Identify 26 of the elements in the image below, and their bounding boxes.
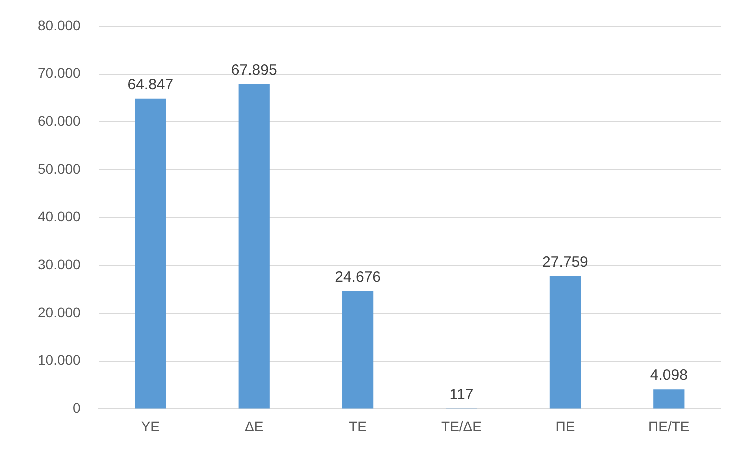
data-label: 64.847: [128, 76, 174, 94]
bar: [342, 291, 374, 409]
bar: [654, 390, 685, 409]
bar: [135, 98, 166, 409]
data-label: 24.676: [335, 268, 382, 286]
y-tick-label: 50.000: [38, 160, 82, 177]
x-tick-label: ΤΕ: [349, 418, 368, 434]
bar: [238, 84, 270, 409]
x-tick-label: ΤΕ/ΔΕ: [442, 418, 482, 434]
y-tick-label: 70.000: [38, 65, 82, 82]
y-tick-label: 80.000: [38, 17, 82, 34]
x-tick-label: ΠΕ: [556, 418, 576, 434]
bar: [550, 276, 582, 409]
y-tick-label: 40.000: [38, 208, 82, 225]
x-tick-label: ΠΕ/ΤΕ: [648, 418, 690, 434]
x-tick-label: ΥΕ: [141, 418, 160, 434]
data-label: 4.098: [650, 367, 688, 384]
data-label: 27.759: [542, 254, 588, 272]
x-tick-label: ΔΕ: [245, 418, 264, 434]
data-label: 67.895: [231, 62, 278, 79]
data-label: 117: [450, 386, 474, 404]
y-tick-label: 20.000: [38, 304, 82, 320]
y-tick-label: 10.000: [38, 352, 82, 368]
y-tick-label: 60.000: [38, 112, 82, 129]
y-tick-label: 30.000: [38, 256, 82, 273]
y-tick-label: 0: [73, 400, 82, 416]
